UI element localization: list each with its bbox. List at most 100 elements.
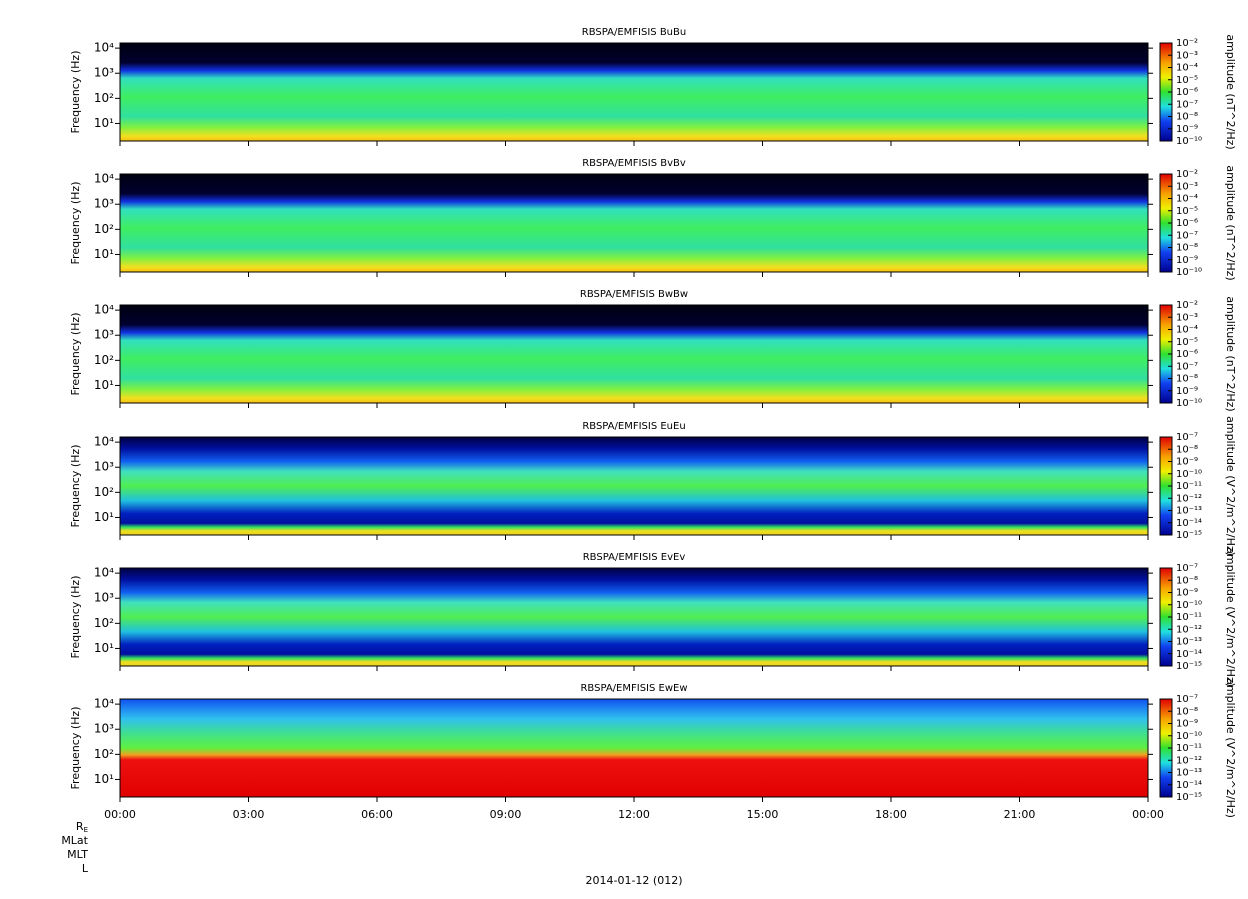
y-tick-label: 10⁴ bbox=[94, 697, 114, 711]
colorbar-tick-label: 10⁻² bbox=[1176, 169, 1198, 180]
colorbar-tick-label: 10⁻³ bbox=[1176, 181, 1198, 192]
colorbar-tick-label: 10⁻⁷ bbox=[1176, 432, 1198, 443]
colorbar-tick-label: 10⁻⁵ bbox=[1176, 337, 1198, 348]
ephemeris-label: MLat bbox=[61, 834, 88, 847]
colorbar-tick-label: 10⁻¹⁰ bbox=[1176, 600, 1202, 611]
y-tick-label: 10¹ bbox=[94, 510, 114, 524]
y-tick-label: 10² bbox=[94, 747, 114, 761]
colorbar-label: amplitude (V^2/m^2/Hz) bbox=[1224, 547, 1237, 687]
colorbar-label: amplitude (V^2/m^2/Hz) bbox=[1224, 416, 1237, 556]
colorbar-tick-label: 10⁻⁸ bbox=[1176, 243, 1198, 254]
colorbar-tick-label: 10⁻⁴ bbox=[1176, 194, 1198, 205]
y-tick-label: 10⁴ bbox=[94, 566, 114, 580]
ephemeris-label-sub: E bbox=[84, 826, 88, 834]
colorbar-tick-label: 10⁻¹² bbox=[1176, 755, 1202, 766]
y-axis-label: Frequency (Hz) bbox=[69, 707, 82, 790]
colorbar-tick-label: 10⁻¹¹ bbox=[1176, 612, 1202, 623]
y-axis-label: Frequency (Hz) bbox=[69, 576, 82, 659]
y-tick-label: 10³ bbox=[94, 722, 114, 736]
colorbar-tick-label: 10⁻¹⁰ bbox=[1176, 398, 1202, 409]
colorbar-tick-label: 10⁻¹⁴ bbox=[1176, 518, 1202, 529]
colorbar-tick-label: 10⁻² bbox=[1176, 38, 1198, 49]
x-axis-label: 2014-01-12 (012) bbox=[585, 874, 682, 887]
y-axis-label: Frequency (Hz) bbox=[69, 51, 82, 134]
colorbar-tick-label: 10⁻⁷ bbox=[1176, 361, 1198, 372]
colorbar-tick-label: 10⁻⁷ bbox=[1176, 563, 1198, 574]
colorbar-tick-label: 10⁻¹¹ bbox=[1176, 743, 1202, 754]
colorbar-tick-label: 10⁻⁸ bbox=[1176, 706, 1198, 717]
colorbar-label: amplitude (nT^2/Hz) bbox=[1224, 165, 1237, 280]
ephemeris-label: MLT bbox=[67, 848, 88, 861]
x-tick-label: 12:00 bbox=[618, 808, 650, 821]
y-tick-label: 10³ bbox=[94, 197, 114, 211]
y-tick-label: 10¹ bbox=[94, 247, 114, 261]
panel-title: RBSPA/EMFISIS BuBu bbox=[582, 27, 686, 38]
colorbar-tick-label: 10⁻⁹ bbox=[1176, 457, 1198, 468]
colorbar-tick-label: 10⁻¹⁰ bbox=[1176, 731, 1202, 742]
y-tick-label: 10⁴ bbox=[94, 435, 114, 449]
colorbar-tick-label: 10⁻⁹ bbox=[1176, 124, 1198, 135]
x-tick-label: 00:00 bbox=[104, 808, 136, 821]
colorbar-tick-label: 10⁻⁴ bbox=[1176, 63, 1198, 74]
ephemeris-label-base: R bbox=[76, 820, 84, 833]
y-tick-label: 10³ bbox=[94, 66, 114, 80]
y-tick-label: 10¹ bbox=[94, 116, 114, 130]
panel-title: RBSPA/EMFISIS BvBv bbox=[582, 158, 686, 169]
y-tick-label: 10⁴ bbox=[94, 303, 114, 317]
spectrogram-image bbox=[120, 305, 1148, 403]
y-tick-label: 10² bbox=[94, 353, 114, 367]
ephemeris-label: RE bbox=[76, 820, 88, 834]
colorbar-label: amplitude (V^2/m^2/Hz) bbox=[1224, 678, 1237, 818]
y-tick-label: 10³ bbox=[94, 460, 114, 474]
y-axis-label: Frequency (Hz) bbox=[69, 445, 82, 528]
y-tick-label: 10² bbox=[94, 222, 114, 236]
colorbar-tick-label: 10⁻¹⁴ bbox=[1176, 780, 1202, 791]
y-tick-label: 10³ bbox=[94, 591, 114, 605]
spectrogram-image bbox=[120, 43, 1148, 141]
colorbar-tick-label: 10⁻⁷ bbox=[1176, 230, 1198, 241]
colorbar-tick-label: 10⁻⁶ bbox=[1176, 218, 1198, 229]
y-tick-label: 10² bbox=[94, 485, 114, 499]
colorbar-tick-label: 10⁻⁵ bbox=[1176, 206, 1198, 217]
panel-title: RBSPA/EMFISIS BwBw bbox=[580, 289, 688, 300]
colorbar-tick-label: 10⁻⁵ bbox=[1176, 75, 1198, 86]
colorbar-tick-label: 10⁻⁶ bbox=[1176, 87, 1198, 98]
colorbar-tick-label: 10⁻¹¹ bbox=[1176, 481, 1202, 492]
x-tick-label: 09:00 bbox=[490, 808, 522, 821]
x-tick-label: 21:00 bbox=[1004, 808, 1036, 821]
colorbar-tick-label: 10⁻⁸ bbox=[1176, 374, 1198, 385]
colorbar-tick-label: 10⁻¹⁵ bbox=[1176, 661, 1202, 672]
panel-title: RBSPA/EMFISIS EuEu bbox=[582, 421, 685, 432]
y-tick-label: 10¹ bbox=[94, 772, 114, 786]
x-tick-label: 15:00 bbox=[747, 808, 779, 821]
y-axis-label: Frequency (Hz) bbox=[69, 313, 82, 396]
colorbar-tick-label: 10⁻⁶ bbox=[1176, 349, 1198, 360]
colorbar-tick-label: 10⁻⁹ bbox=[1176, 588, 1198, 599]
spectrogram-image bbox=[120, 568, 1148, 666]
y-tick-label: 10¹ bbox=[94, 641, 114, 655]
y-tick-label: 10² bbox=[94, 91, 114, 105]
colorbar-tick-label: 10⁻⁹ bbox=[1176, 719, 1198, 730]
colorbar-tick-label: 10⁻³ bbox=[1176, 50, 1198, 61]
panel-title: RBSPA/EMFISIS EwEw bbox=[580, 683, 687, 694]
y-tick-label: 10² bbox=[94, 616, 114, 630]
colorbar-tick-label: 10⁻¹⁰ bbox=[1176, 469, 1202, 480]
y-tick-label: 10⁴ bbox=[94, 172, 114, 186]
colorbar-tick-label: 10⁻⁸ bbox=[1176, 112, 1198, 123]
colorbar-tick-label: 10⁻⁸ bbox=[1176, 444, 1198, 455]
colorbar-tick-label: 10⁻⁷ bbox=[1176, 694, 1198, 705]
colorbar-tick-label: 10⁻¹⁵ bbox=[1176, 792, 1202, 803]
colorbar-tick-label: 10⁻⁷ bbox=[1176, 99, 1198, 110]
colorbar-tick-label: 10⁻¹⁰ bbox=[1176, 136, 1202, 147]
colorbar-tick-label: 10⁻³ bbox=[1176, 312, 1198, 323]
colorbar-tick-label: 10⁻¹² bbox=[1176, 493, 1202, 504]
colorbar-tick-label: 10⁻² bbox=[1176, 300, 1198, 311]
x-tick-label: 06:00 bbox=[361, 808, 393, 821]
colorbar-tick-label: 10⁻⁹ bbox=[1176, 255, 1198, 266]
spectrogram-image bbox=[120, 699, 1148, 797]
x-tick-label: 18:00 bbox=[875, 808, 907, 821]
y-tick-label: 10³ bbox=[94, 328, 114, 342]
colorbar-tick-label: 10⁻¹³ bbox=[1176, 768, 1202, 779]
plot-stack: RBSPA/EMFISIS BuBu Frequency (Hz) 10¹ 10² 10… bbox=[61, 27, 1237, 887]
